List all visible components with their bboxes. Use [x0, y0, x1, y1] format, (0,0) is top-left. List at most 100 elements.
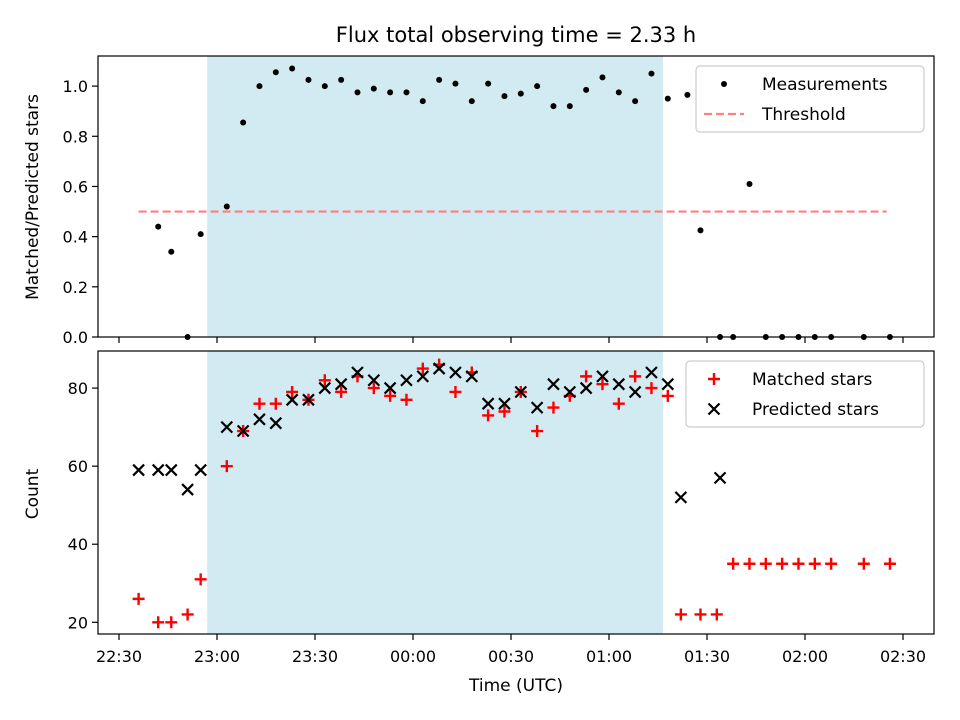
predicted-star-point: [498, 397, 511, 410]
predicted-star-point: [194, 463, 207, 477]
matched-star-point: [629, 370, 642, 383]
measurement-point: [354, 89, 361, 96]
matched-star-point: [883, 557, 896, 570]
measurement-point: [155, 223, 162, 230]
measurement-point: [648, 70, 655, 77]
matched-star-point: [194, 573, 207, 586]
observing-interval-shade: [207, 351, 663, 634]
predicted-star-point: [481, 397, 495, 410]
measurement-point: [184, 334, 191, 340]
matched-star-point: [857, 557, 870, 570]
predicted-star-point: [713, 471, 727, 485]
measurement-point: [436, 76, 443, 83]
matched-star-point: [596, 378, 609, 391]
matched-star-point: [400, 393, 413, 406]
y-tick-label: 40: [68, 535, 88, 554]
measurement-point: [272, 69, 279, 76]
matched-star-point: [152, 616, 165, 629]
measurement-point: [197, 231, 204, 238]
matched-star-point: [416, 362, 429, 375]
measurement-point: [305, 76, 312, 83]
observing-interval-shade: [207, 56, 663, 337]
matched-star-point: [645, 382, 658, 395]
measurement-point: [240, 119, 247, 126]
matched-star-point: [253, 397, 266, 410]
x-tick-label: 02:30: [880, 647, 926, 666]
y-tick-label: 1.0: [63, 77, 88, 96]
measurement-point: [684, 91, 691, 98]
matched-star-point: [661, 389, 674, 402]
predicted-star-point: [596, 370, 609, 383]
measurement-point: [370, 85, 377, 92]
legend-label: Matched stars: [752, 370, 872, 390]
x-axis-label: Time (UTC): [468, 676, 563, 696]
matched-star-point: [612, 397, 625, 410]
predicted-star-point: [367, 373, 381, 387]
matched-star-point: [531, 425, 544, 438]
matched-star-point: [318, 374, 331, 387]
matched-star-point: [269, 397, 282, 410]
top-panel: 0.0 0.2 0.4 0.6 0.8 1.0 Measurements Threshold: [63, 55, 935, 347]
x-tick-label: 22:30: [96, 647, 142, 666]
legend-marker-dot: [721, 81, 727, 87]
measurement-point: [599, 74, 606, 81]
y-tick-label: 0.2: [63, 278, 88, 297]
legend-label: Measurements: [762, 75, 888, 95]
axes-frame: [97, 55, 935, 338]
matched-star-point: [825, 557, 838, 570]
predicted-star-point: [432, 362, 446, 375]
measurement-point: [730, 334, 737, 340]
matched-star-point: [165, 616, 178, 629]
measurement-point: [517, 90, 524, 97]
matched-star-point: [792, 557, 805, 570]
predicted-star-point: [181, 483, 194, 496]
chart-title: Flux total observing time = 2.33 h: [336, 23, 696, 47]
matched-star-point: [776, 557, 789, 570]
measurement-point: [338, 76, 345, 83]
predicted-star-point: [530, 401, 544, 414]
measurement-point: [615, 89, 622, 96]
bottom-y-axis-label: Count: [23, 468, 43, 519]
measurement-point: [566, 103, 573, 110]
x-tick-label: 02:00: [782, 647, 828, 666]
matched-star-point: [710, 608, 723, 621]
predicted-star-point: [334, 377, 348, 391]
matched-star-point: [580, 370, 593, 383]
axes-frame: [97, 350, 935, 635]
predicted-star-point: [563, 385, 577, 399]
x-tick-label: 01:00: [586, 647, 632, 666]
legend-marker-plus: [708, 373, 720, 385]
predicted-star-point: [164, 463, 178, 477]
measurement-point: [403, 89, 410, 96]
predicted-star-point: [547, 377, 560, 391]
predicted-star-point: [151, 463, 165, 477]
predicted-star-point: [645, 366, 658, 379]
top-y-axis-label: Matched/Predicted stars: [23, 94, 43, 300]
legend-box: [685, 360, 925, 428]
measurement-point: [717, 334, 724, 340]
measurement-point: [321, 83, 328, 90]
predicted-star-point: [285, 393, 299, 407]
x-tick-label: 23:30: [292, 647, 338, 666]
x-tick-label: 00:00: [390, 647, 436, 666]
measurement-point: [779, 334, 786, 340]
legend-label: Predicted stars: [752, 400, 879, 420]
x-tick-label: 00:30: [488, 647, 534, 666]
matched-star-point: [759, 557, 772, 570]
x-tick-label: 01:30: [684, 647, 730, 666]
measurement-point: [452, 80, 459, 87]
measurement-point: [664, 95, 671, 102]
matched-star-point: [694, 608, 707, 621]
measurement-point: [501, 93, 508, 100]
x-tick-label: 23:00: [194, 647, 240, 666]
predicted-star-point: [318, 381, 332, 395]
y-tick-label: 0.6: [63, 177, 88, 196]
predicted-star-point: [351, 366, 364, 379]
predicted-star-point: [220, 420, 234, 434]
measurement-point: [632, 98, 639, 105]
measurement-point: [860, 334, 867, 340]
measurement-point: [289, 65, 296, 72]
measurement-point: [256, 83, 263, 90]
matched-star-point: [547, 401, 560, 414]
matched-star-point: [286, 385, 299, 398]
